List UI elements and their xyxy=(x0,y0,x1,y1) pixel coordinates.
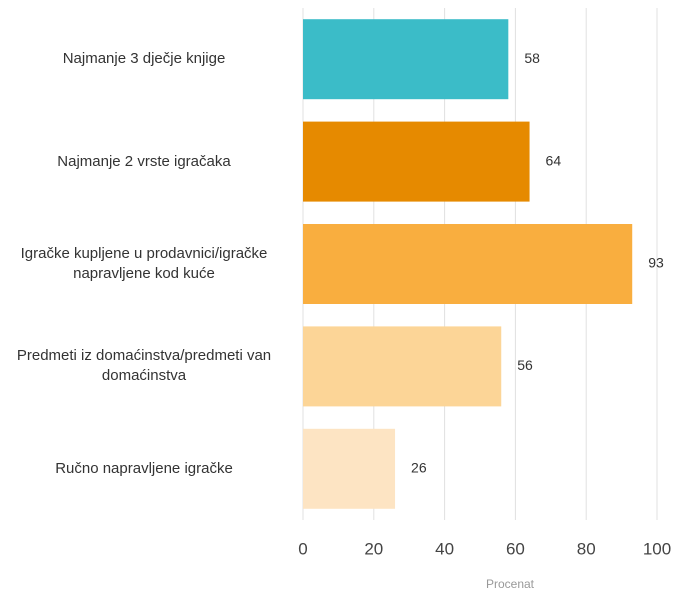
x-tick-label: 0 xyxy=(298,539,307,558)
y-tick-label: Igračke kupljene u prodavnici/igračke na… xyxy=(20,245,268,282)
x-tick-label: 80 xyxy=(577,539,596,558)
x-tick-label: 20 xyxy=(364,539,383,558)
value-label: 56 xyxy=(517,357,533,373)
x-axis-label: Procenat xyxy=(486,577,535,591)
bar xyxy=(303,121,530,202)
bar xyxy=(303,326,502,407)
value-label: 93 xyxy=(648,255,664,271)
y-tick-label: Najmanje 2 vrste igračaka xyxy=(57,152,231,170)
bar xyxy=(303,19,509,100)
bar xyxy=(303,428,396,509)
y-tick-label: Najmanje 3 dječje knjige xyxy=(62,50,226,68)
value-label: 26 xyxy=(411,460,427,476)
y-tick-label: Predmeti iz domaćinstva/predmeti van dom… xyxy=(16,347,272,385)
x-tick-label: 60 xyxy=(506,539,525,558)
x-tick-label: 100 xyxy=(643,539,671,558)
x-tick-label: 40 xyxy=(435,539,454,558)
value-label: 64 xyxy=(546,152,562,168)
value-label: 58 xyxy=(524,50,540,66)
bar xyxy=(303,224,633,304)
y-tick-label: Ručno napravljene igračke xyxy=(55,459,233,477)
